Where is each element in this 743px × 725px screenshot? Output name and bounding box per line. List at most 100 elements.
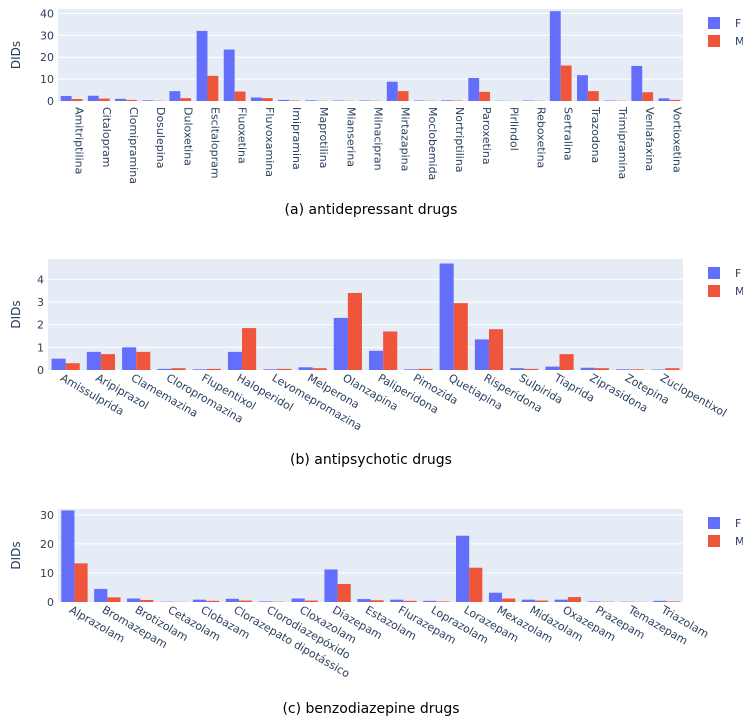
x-tick-label: Amitriptilina xyxy=(73,107,86,174)
bar-F-13 xyxy=(456,535,470,602)
bar-F-11 xyxy=(404,369,419,370)
legend-label-F: F xyxy=(735,517,741,530)
x-tick-label: Mianserina xyxy=(344,107,357,167)
bar-M-15 xyxy=(534,600,549,602)
legend-swatch-M xyxy=(708,535,720,547)
bar-M-3 xyxy=(140,599,154,602)
x-tick-label: Mirtazapina xyxy=(399,107,412,171)
caption-label: (a) xyxy=(285,202,309,218)
y-axis-label: DIDs xyxy=(9,300,23,328)
bar-M-5 xyxy=(206,368,221,370)
bar-F-1 xyxy=(61,510,75,602)
y-tick-label: 20 xyxy=(40,51,54,64)
chart-caption: (a) antidepressant drugs xyxy=(285,202,458,218)
x-tick-label: Paroxetina xyxy=(480,107,493,165)
bar-M-11 xyxy=(418,368,433,370)
bar-F-8 xyxy=(291,598,305,602)
y-tick-label: 40 xyxy=(40,7,54,20)
bar-M-22 xyxy=(642,92,654,101)
bar-F-6 xyxy=(196,30,208,101)
bar-M-14 xyxy=(502,598,516,602)
bar-F-5 xyxy=(169,91,181,101)
plot-area xyxy=(58,9,683,101)
bar-M-14 xyxy=(524,368,539,370)
bar-F-16 xyxy=(554,599,568,602)
legend-swatch-F xyxy=(708,17,720,29)
bar-M-23 xyxy=(669,99,681,101)
bar-M-13 xyxy=(397,91,409,101)
x-tick-label: Nortriptilina xyxy=(453,107,466,173)
x-tick-label: Citalopram xyxy=(100,107,113,168)
bar-F-17 xyxy=(587,601,601,602)
caption-text: antipsychotic drugs xyxy=(314,452,452,468)
bar-F-9 xyxy=(333,317,348,370)
bar-M-6 xyxy=(238,600,253,602)
chart-caption: (b) antipsychotic drugs xyxy=(290,452,452,468)
bar-M-5 xyxy=(206,600,220,602)
bar-M-18 xyxy=(665,368,680,370)
x-tick-label: Venlafaxina xyxy=(643,107,656,171)
bar-F-3 xyxy=(122,347,137,370)
bar-F-11 xyxy=(390,599,404,602)
chart-panel-2: 01234DIDsAmissulpridaAripiprazolClamemaz… xyxy=(9,259,743,468)
bar-M-16 xyxy=(594,368,609,370)
bar-F-12 xyxy=(439,263,454,370)
legend-swatch-F xyxy=(708,267,720,279)
bar-M-7 xyxy=(277,368,292,370)
bar-F-4 xyxy=(157,368,172,370)
plot-area xyxy=(58,509,683,602)
chart-panel-3: 0102030DIDsAlprazolamBromazepamBrotizola… xyxy=(9,509,743,717)
bar-M-12 xyxy=(436,601,450,602)
x-tick-label: Maprotilina xyxy=(317,107,330,168)
bar-F-4 xyxy=(142,100,154,101)
bar-F-2 xyxy=(87,95,99,101)
caption-label: (c) xyxy=(282,701,305,717)
y-tick-label: 0 xyxy=(37,364,44,377)
chart-panel-1: 0 10 20 30 40 DIDs Amitriptilina Citalopram Clom… xyxy=(9,7,743,218)
x-tick-label: Fluvoxamina xyxy=(263,107,276,177)
x-tick-label: Reboxetina xyxy=(535,107,548,168)
bar-M-8 xyxy=(261,98,273,101)
bar-F-8 xyxy=(298,367,313,370)
bar-F-15 xyxy=(521,599,535,602)
bar-F-14 xyxy=(488,592,503,602)
bar-F-19 xyxy=(653,600,667,602)
bar-F-7 xyxy=(258,601,272,602)
bar-F-7 xyxy=(263,369,278,370)
x-tick-label: Milnacipran xyxy=(372,107,385,171)
bar-F-23 xyxy=(658,98,670,101)
bar-F-6 xyxy=(225,598,239,602)
bar-F-22 xyxy=(631,65,643,101)
y-axis-label: DIDs xyxy=(9,41,23,69)
bar-F-6 xyxy=(227,351,243,370)
bar-M-1 xyxy=(71,99,83,101)
bar-M-13 xyxy=(469,567,483,602)
bar-F-8 xyxy=(250,97,262,101)
y-tick-label: 4 xyxy=(37,273,44,286)
bar-F-15 xyxy=(545,366,560,370)
bar-M-11 xyxy=(403,600,417,602)
bar-M-1 xyxy=(65,363,80,370)
bar-F-9 xyxy=(278,99,289,101)
bar-M-16 xyxy=(479,91,491,101)
legend-label-F: F xyxy=(735,267,741,280)
y-tick-label: 30 xyxy=(40,509,54,522)
bar-M-2 xyxy=(107,597,121,602)
legend-label-M: M xyxy=(735,35,743,48)
x-tick-label: Moclobemida xyxy=(426,107,439,180)
bar-M-10 xyxy=(383,331,398,370)
bar-F-20 xyxy=(577,75,588,101)
legend-swatch-M xyxy=(708,285,720,297)
bar-M-5 xyxy=(180,98,192,101)
x-tick-label: Pirlindol xyxy=(507,107,520,151)
bar-M-9 xyxy=(337,583,351,602)
bar-F-2 xyxy=(94,588,108,602)
y-tick-label: 20 xyxy=(40,538,54,551)
bar-M-1 xyxy=(74,563,88,602)
caption-text: benzodiazepine drugs xyxy=(306,701,460,717)
bar-F-13 xyxy=(386,81,398,101)
y-tick-label: 0 xyxy=(47,95,54,108)
bar-F-15 xyxy=(441,100,453,101)
legend-swatch-F xyxy=(708,517,720,529)
